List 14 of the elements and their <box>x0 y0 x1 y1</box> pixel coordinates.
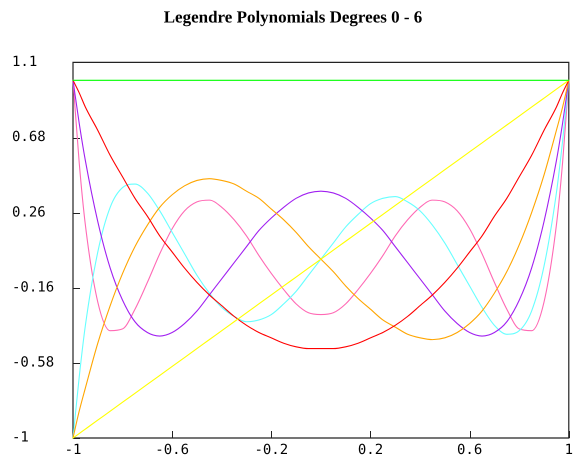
y-tick-label: 1.1 <box>12 54 38 70</box>
y-tick-label: -0.58 <box>12 354 54 371</box>
x-tick-label: 1 <box>564 442 574 458</box>
chart-title: Legendre Polynomials Degrees 0 - 6 <box>164 8 422 27</box>
x-tick-label: 0.2 <box>358 442 384 458</box>
x-tick-label: 0.6 <box>456 442 482 458</box>
y-tick-label: 0.26 <box>12 204 46 220</box>
y-tick-label: -0.16 <box>12 279 54 296</box>
y-tick-label: -1 <box>12 430 29 446</box>
x-tick-label: -0.2 <box>254 442 288 458</box>
line-series <box>72 80 570 439</box>
x-tick-label: -1 <box>64 442 82 458</box>
x-tick-label: -0.6 <box>155 442 190 458</box>
y-tick-label: 0.68 <box>12 129 46 146</box>
